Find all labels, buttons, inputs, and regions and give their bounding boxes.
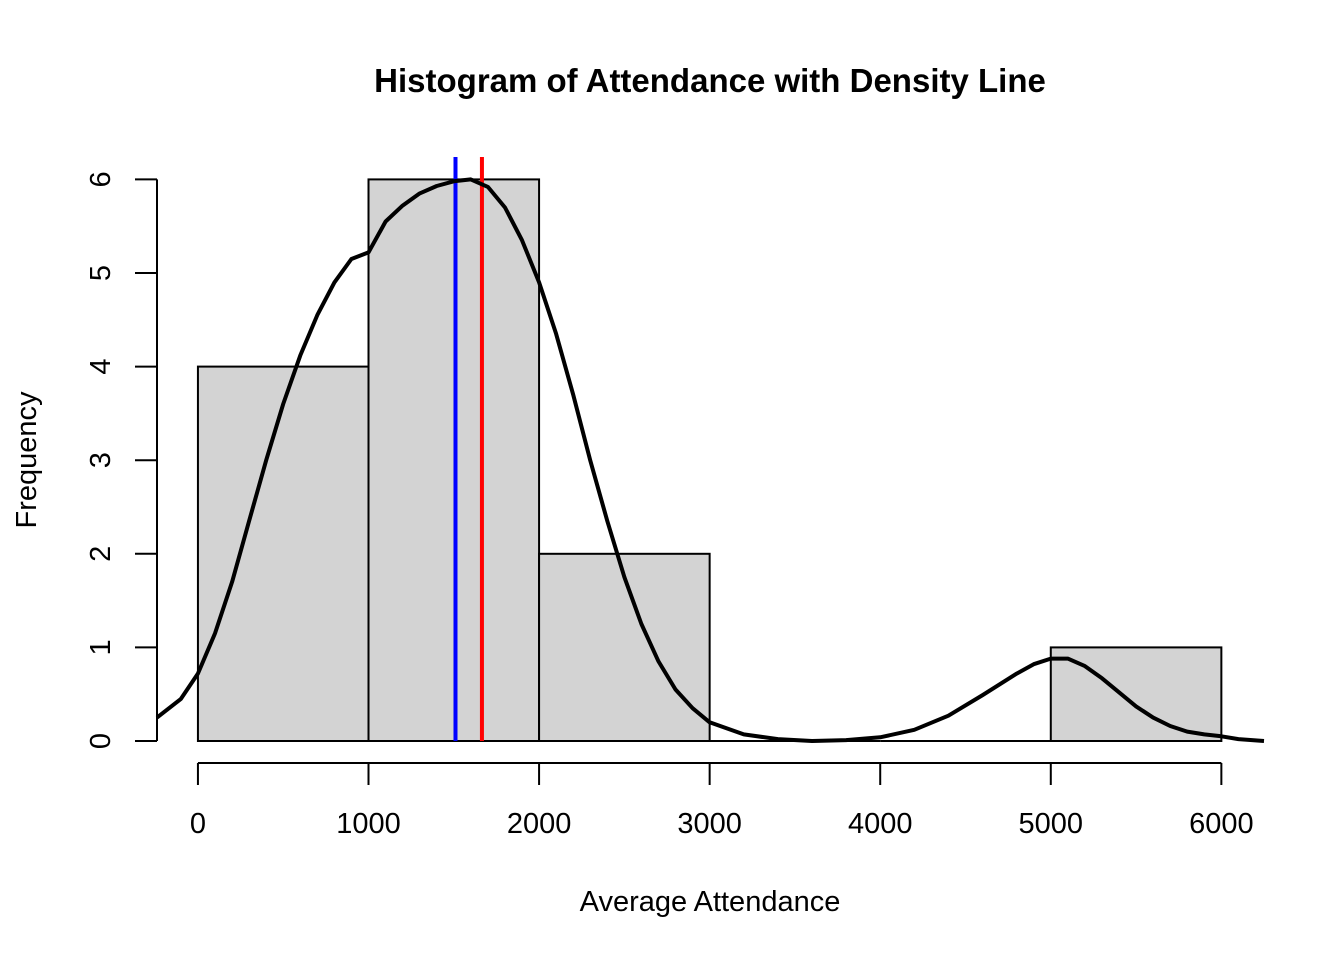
reference-lines-group bbox=[453, 157, 484, 741]
histogram-bar-0 bbox=[196, 365, 370, 742]
y-axis: 0 1 2 3 4 5 6 bbox=[85, 171, 158, 749]
x-axis: 0 1000 2000 3000 4000 5000 6000 bbox=[190, 762, 1254, 840]
x-tick-label-4: 4000 bbox=[848, 808, 913, 840]
x-tick-label-6: 6000 bbox=[1189, 808, 1254, 840]
x-axis-label: Average Attendance bbox=[580, 886, 841, 918]
y-tick-label-4: 4 bbox=[85, 359, 117, 375]
density-line bbox=[155, 177, 1265, 743]
x-tick-label-3: 3000 bbox=[677, 808, 742, 840]
x-tick-label-1: 1000 bbox=[336, 808, 401, 840]
y-tick-label-1: 1 bbox=[85, 639, 117, 655]
y-tick-label-5: 5 bbox=[85, 265, 117, 281]
x-tick-label-2: 2000 bbox=[507, 808, 572, 840]
y-tick-label-0: 0 bbox=[85, 733, 117, 749]
y-axis-label: Frequency bbox=[11, 391, 43, 529]
chart-title: Histogram of Attendance with Density Lin… bbox=[374, 62, 1046, 99]
x-tick-label-5: 5000 bbox=[1019, 808, 1084, 840]
y-tick-label-2: 2 bbox=[85, 546, 117, 562]
y-tick-label-3: 3 bbox=[85, 452, 117, 468]
histogram-bar-2 bbox=[538, 552, 711, 742]
x-tick-label-0: 0 bbox=[190, 808, 206, 840]
y-tick-label-6: 6 bbox=[85, 171, 117, 187]
